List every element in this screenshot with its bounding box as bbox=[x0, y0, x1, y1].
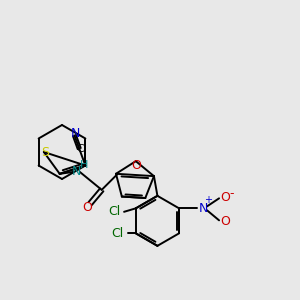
Text: +: + bbox=[204, 195, 212, 205]
Text: C: C bbox=[76, 144, 84, 154]
Text: O: O bbox=[131, 159, 141, 172]
Text: S: S bbox=[41, 146, 49, 158]
Text: O: O bbox=[220, 215, 230, 228]
Text: O: O bbox=[82, 201, 92, 214]
Text: N: N bbox=[72, 165, 81, 178]
Text: Cl: Cl bbox=[108, 205, 120, 218]
Text: Cl: Cl bbox=[112, 227, 124, 240]
Text: H: H bbox=[80, 160, 88, 170]
Text: N: N bbox=[198, 202, 208, 215]
Text: O: O bbox=[220, 191, 230, 204]
Text: -: - bbox=[230, 187, 234, 200]
Text: N: N bbox=[71, 127, 80, 140]
